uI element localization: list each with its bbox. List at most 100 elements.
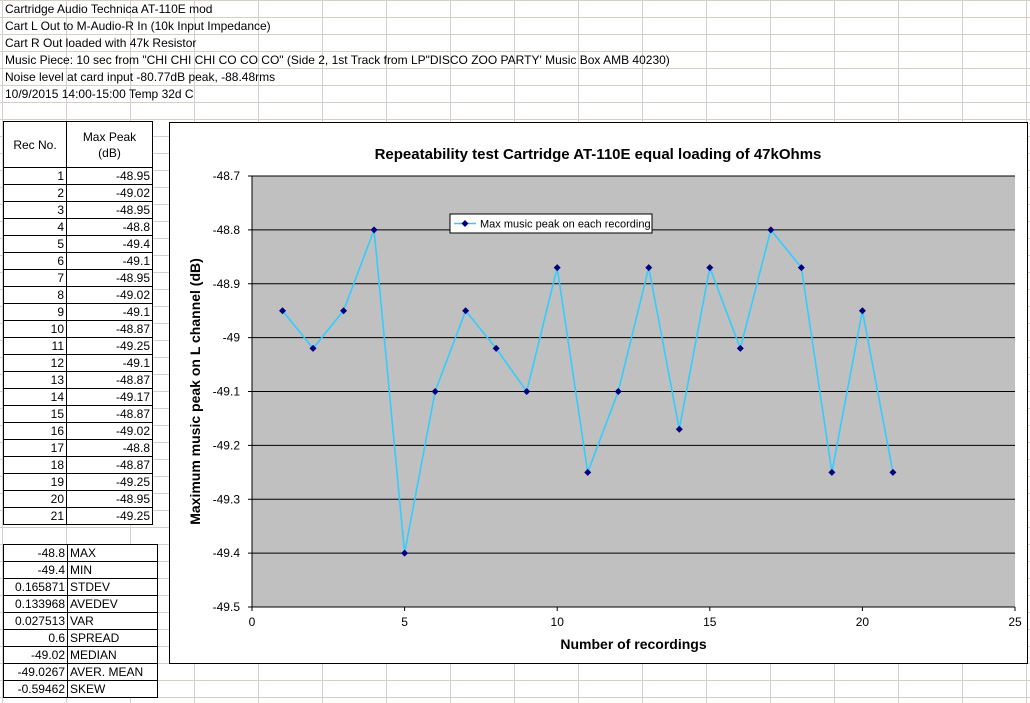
- rec-no-cell[interactable]: 6: [3, 252, 67, 270]
- note-line[interactable]: 10/9/2015 14:00-15:00 Temp 32d C: [5, 87, 194, 101]
- data-point[interactable]: [645, 264, 653, 272]
- max-peak-cell[interactable]: -49.1: [66, 303, 153, 321]
- stat-label-cell[interactable]: AVEDEV: [67, 595, 158, 613]
- data-point[interactable]: [584, 468, 592, 476]
- data-point[interactable]: [675, 425, 683, 433]
- data-point[interactable]: [828, 468, 836, 476]
- rec-no-cell[interactable]: 13: [3, 371, 67, 389]
- table-row: 19 -49.25: [3, 473, 153, 491]
- max-peak-cell[interactable]: -48.95: [66, 201, 153, 219]
- max-peak-cell[interactable]: -48.95: [66, 490, 153, 508]
- stat-label-cell[interactable]: MIN: [67, 561, 158, 579]
- note-line[interactable]: Cart R Out loaded with 47k Resistor: [5, 36, 197, 50]
- max-peak-cell[interactable]: -49.25: [66, 473, 153, 491]
- data-point[interactable]: [553, 264, 561, 272]
- rec-no-cell[interactable]: 2: [3, 184, 67, 202]
- recordings-table: Rec No. Max Peak (dB) 1 -48.95 2 -49.02 3 -48…: [3, 121, 153, 525]
- stat-label-cell[interactable]: STDEV: [67, 578, 158, 596]
- data-point[interactable]: [706, 264, 714, 272]
- data-point[interactable]: [492, 344, 500, 352]
- rec-no-cell[interactable]: 9: [3, 303, 67, 321]
- max-peak-cell[interactable]: -49.25: [66, 337, 153, 355]
- rec-no-cell[interactable]: 7: [3, 269, 67, 287]
- max-peak-cell[interactable]: -49.4: [66, 235, 153, 253]
- max-peak-cell[interactable]: -49.02: [66, 286, 153, 304]
- note-line[interactable]: Noise level at card input -80.77dB peak,…: [5, 70, 276, 84]
- rec-no-cell[interactable]: 10: [3, 320, 67, 338]
- data-point[interactable]: [462, 307, 470, 315]
- rec-no-cell[interactable]: 11: [3, 337, 67, 355]
- data-point[interactable]: [431, 388, 439, 395]
- stat-value-cell[interactable]: 0.133968: [3, 595, 68, 613]
- max-peak-cell[interactable]: -49.02: [66, 184, 153, 202]
- data-point[interactable]: [279, 307, 287, 315]
- data-point[interactable]: [309, 344, 317, 352]
- rec-no-cell[interactable]: 15: [3, 405, 67, 423]
- rec-no-cell[interactable]: 1: [3, 167, 67, 185]
- max-peak-cell[interactable]: -49.17: [66, 388, 153, 406]
- x-tick-label: 5: [401, 615, 408, 629]
- rec-no-cell[interactable]: 5: [3, 235, 67, 253]
- data-point[interactable]: [736, 344, 744, 352]
- max-peak-cell[interactable]: -48.87: [66, 371, 153, 389]
- data-point[interactable]: [340, 307, 348, 315]
- stat-value-cell[interactable]: -49.0267: [3, 663, 68, 681]
- note-line[interactable]: Music Piece: 10 sec from "CHI CHI CHI CO…: [5, 53, 670, 67]
- stat-label-cell[interactable]: MEDIAN: [67, 646, 158, 664]
- rec-no-header[interactable]: Rec No.: [3, 121, 67, 168]
- data-point[interactable]: [858, 307, 866, 315]
- rec-no-cell[interactable]: 12: [3, 354, 67, 372]
- y-tick-label: -49.3: [213, 492, 241, 506]
- stat-value-cell[interactable]: 0.027513: [3, 612, 68, 630]
- stat-value-cell[interactable]: 0.6: [3, 629, 68, 647]
- rec-no-cell[interactable]: 14: [3, 388, 67, 406]
- stat-label-cell[interactable]: AVER. MEAN: [67, 663, 158, 681]
- rec-no-cell[interactable]: 3: [3, 201, 67, 219]
- max-peak-cell[interactable]: -48.8: [66, 218, 153, 236]
- stat-value-cell[interactable]: 0.165871: [3, 578, 68, 596]
- max-peak-cell[interactable]: -49.02: [66, 422, 153, 440]
- rec-no-cell[interactable]: 19: [3, 473, 67, 491]
- stat-value-cell[interactable]: -49.02: [3, 646, 68, 664]
- max-peak-cell[interactable]: -48.95: [66, 269, 153, 287]
- rec-no-cell[interactable]: 18: [3, 456, 67, 474]
- max-peak-cell[interactable]: -49.1: [66, 354, 153, 372]
- x-tick-label: 20: [856, 615, 870, 629]
- data-point[interactable]: [401, 549, 409, 557]
- max-peak-cell[interactable]: -49.1: [66, 252, 153, 270]
- max-peak-cell[interactable]: -48.87: [66, 320, 153, 338]
- max-peak-cell[interactable]: -48.87: [66, 405, 153, 423]
- max-peak-header[interactable]: Max Peak (dB): [66, 121, 153, 168]
- max-peak-cell[interactable]: -48.95: [66, 167, 153, 185]
- rec-no-cell[interactable]: 20: [3, 490, 67, 508]
- y-tick-label: -48.8: [213, 223, 241, 237]
- data-point[interactable]: [889, 468, 897, 476]
- stat-label-cell[interactable]: VAR: [67, 612, 158, 630]
- stat-label-cell[interactable]: SKEW: [67, 680, 158, 698]
- statistics-table-body: -48.8 MAX -49.4 MIN 0.165871 STDEV 0.133968 AVE…: [3, 544, 158, 698]
- data-point[interactable]: [797, 264, 805, 272]
- rec-no-cell[interactable]: 16: [3, 422, 67, 440]
- data-point[interactable]: [370, 226, 378, 234]
- rec-no-cell[interactable]: 21: [3, 507, 67, 525]
- legend[interactable]: Max music peak on each recording: [449, 213, 653, 234]
- stat-value-cell[interactable]: -49.4: [3, 561, 68, 579]
- stat-label-cell[interactable]: MAX: [67, 544, 158, 562]
- max-peak-cell[interactable]: -48.87: [66, 456, 153, 474]
- note-line[interactable]: Cart L Out to M-Audio-R In (10k Input Im…: [5, 19, 271, 33]
- rec-no-cell[interactable]: 4: [3, 218, 67, 236]
- max-peak-cell[interactable]: -48.8: [66, 439, 153, 457]
- stat-label-cell[interactable]: SPREAD: [67, 629, 158, 647]
- rec-no-cell[interactable]: 17: [3, 439, 67, 457]
- data-point[interactable]: [523, 388, 531, 395]
- rec-no-cell[interactable]: 8: [3, 286, 67, 304]
- data-point[interactable]: [614, 388, 622, 395]
- data-point[interactable]: [767, 226, 775, 234]
- stat-value-cell[interactable]: -48.8: [3, 544, 68, 562]
- note-line[interactable]: Cartridge Audio Technica AT-110E mod: [5, 2, 213, 16]
- stats-row: -48.8 MAX: [3, 544, 158, 562]
- stat-value-cell[interactable]: -0.59462: [3, 680, 68, 698]
- chart-area[interactable]: Repeatability test Cartridge AT-110E equ…: [169, 122, 1028, 664]
- y-tick-label: -49.1: [213, 385, 241, 399]
- max-peak-cell[interactable]: -49.25: [66, 507, 153, 525]
